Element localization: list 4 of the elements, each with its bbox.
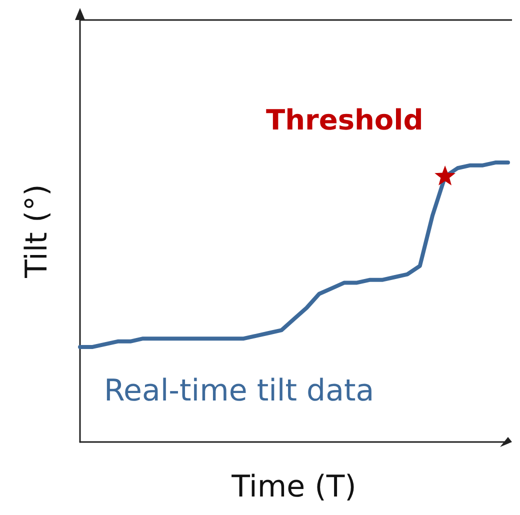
y-axis-title: Tilt (°) — [20, 184, 54, 279]
text: Threshold — [266, 104, 424, 136]
series-label: Real-time tilt data — [104, 374, 374, 408]
x-axis-title: Time (T) — [230, 470, 356, 504]
